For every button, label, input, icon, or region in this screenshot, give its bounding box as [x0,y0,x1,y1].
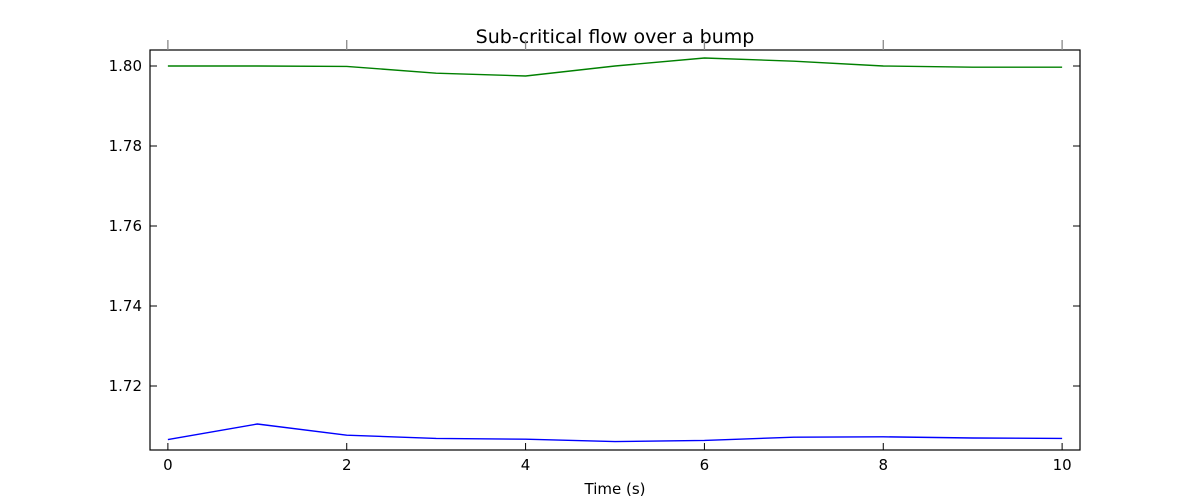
x-tick-label: 4 [521,456,531,474]
y-tick-label: 1.80 [109,57,142,75]
series-line-2 [167,423,1063,443]
axes: 0 2 4 6 8 10 1.72 1.74 1.76 1.78 1.80 [109,40,1081,474]
y-tick-label: 1.76 [109,217,142,235]
y-tick-label: 1.72 [109,377,142,395]
y-tick-label: 1.74 [109,297,142,315]
x-tick-label: 10 [1053,456,1072,474]
x-axis-label: Time (s) [584,480,646,498]
x-tick-label: 2 [342,456,352,474]
plot-frame [149,49,1081,451]
y-tick-label: 1.78 [109,137,142,155]
x-tick-label: 8 [878,456,888,474]
x-tick-label: 0 [163,456,173,474]
series-line-1 [167,57,1063,77]
chart-title: Sub-critical flow over a bump [476,26,755,48]
x-tick-label: 6 [700,456,710,474]
plot-area [167,57,1063,443]
